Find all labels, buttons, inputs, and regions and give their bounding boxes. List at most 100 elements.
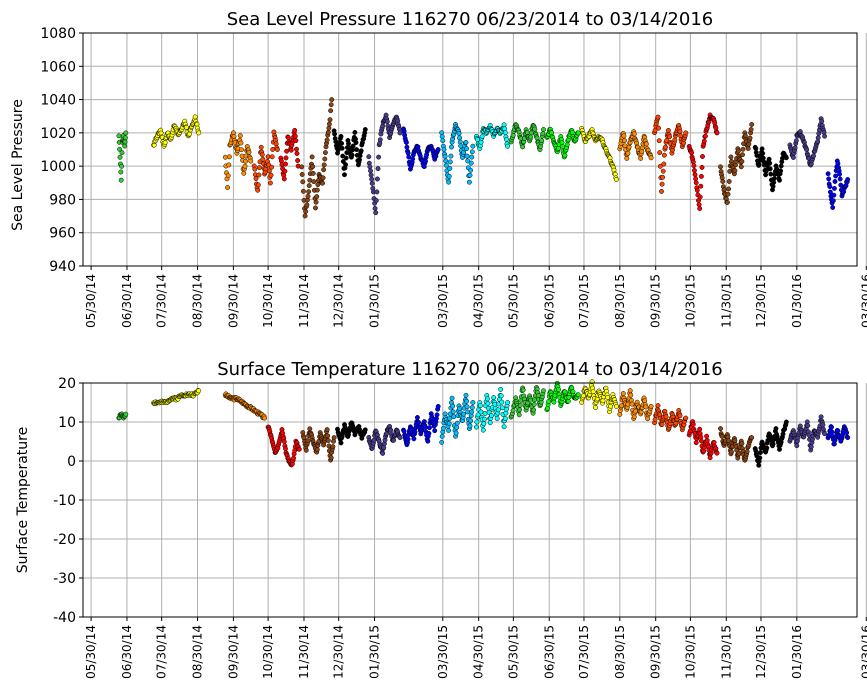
data-point bbox=[487, 420, 493, 426]
data-point bbox=[283, 446, 288, 452]
data-point bbox=[621, 133, 627, 139]
data-point bbox=[655, 114, 661, 120]
data-point bbox=[464, 146, 469, 152]
series bbox=[265, 424, 302, 468]
data-point bbox=[620, 391, 626, 396]
data-point bbox=[367, 164, 373, 170]
data-point bbox=[449, 395, 455, 401]
data-point bbox=[225, 173, 231, 179]
data-point bbox=[845, 435, 851, 441]
data-point bbox=[702, 133, 708, 139]
data-point bbox=[314, 194, 320, 200]
series bbox=[544, 380, 581, 413]
data-point bbox=[697, 426, 703, 432]
y-tick-label: 0 bbox=[67, 454, 76, 470]
data-point bbox=[310, 170, 316, 176]
data-point bbox=[265, 154, 271, 160]
data-point bbox=[303, 209, 309, 214]
data-point bbox=[314, 187, 320, 193]
data-point bbox=[499, 405, 505, 411]
x-tick-label: 03/30/16 bbox=[859, 625, 867, 679]
data-point bbox=[683, 415, 689, 421]
data-point bbox=[362, 127, 368, 132]
data-point bbox=[661, 152, 667, 158]
data-point bbox=[768, 171, 774, 177]
data-point bbox=[790, 155, 796, 160]
data-point bbox=[309, 154, 315, 160]
data-point bbox=[373, 198, 379, 203]
data-point bbox=[667, 134, 673, 140]
data-point bbox=[656, 138, 662, 144]
series bbox=[617, 129, 654, 161]
data-point bbox=[260, 156, 266, 162]
data-point bbox=[283, 161, 288, 167]
data-point bbox=[837, 171, 843, 177]
data-point bbox=[426, 430, 432, 436]
data-point bbox=[822, 133, 828, 139]
data-point bbox=[358, 148, 364, 154]
y-tick-label: -30 bbox=[53, 571, 76, 587]
data-point bbox=[281, 176, 287, 182]
data-point bbox=[123, 411, 129, 417]
data-point bbox=[745, 146, 751, 151]
data-point bbox=[727, 168, 733, 174]
data-point bbox=[346, 141, 351, 147]
data-point bbox=[282, 168, 288, 174]
series bbox=[299, 97, 335, 219]
x-tick-label: 07/30/15 bbox=[577, 625, 591, 679]
data-point bbox=[447, 159, 453, 165]
data-point bbox=[698, 183, 704, 189]
data-point bbox=[837, 176, 843, 182]
data-point bbox=[760, 150, 766, 156]
y-tick-label: -10 bbox=[53, 493, 76, 509]
series bbox=[439, 392, 476, 445]
data-point bbox=[330, 444, 336, 450]
series bbox=[366, 112, 403, 216]
data-point bbox=[773, 426, 779, 432]
data-point bbox=[498, 386, 504, 392]
data-point bbox=[192, 114, 198, 120]
data-point bbox=[770, 441, 776, 447]
data-point bbox=[304, 202, 310, 208]
data-point bbox=[532, 126, 538, 132]
data-point bbox=[484, 396, 490, 402]
data-point bbox=[328, 108, 334, 114]
data-point bbox=[268, 172, 274, 178]
data-point bbox=[617, 411, 623, 417]
x-tick-label: 09/30/14 bbox=[226, 274, 240, 328]
x-tick-label: 06/30/15 bbox=[542, 274, 556, 328]
series bbox=[579, 379, 619, 415]
series bbox=[652, 403, 689, 433]
data-point bbox=[528, 134, 534, 140]
data-point bbox=[362, 427, 368, 433]
data-point bbox=[845, 177, 851, 182]
data-point bbox=[481, 421, 487, 427]
data-point bbox=[448, 153, 454, 159]
data-point bbox=[353, 140, 359, 146]
y-tick-label: 1000 bbox=[40, 159, 76, 175]
data-point bbox=[122, 139, 128, 145]
data-points bbox=[116, 379, 851, 468]
data-point bbox=[300, 179, 306, 185]
data-point bbox=[729, 449, 734, 455]
data-point bbox=[833, 173, 839, 179]
y-tick-label: 1060 bbox=[40, 59, 76, 75]
x-tick-label: 01/30/15 bbox=[368, 625, 382, 679]
data-point bbox=[718, 426, 723, 432]
series bbox=[401, 126, 441, 172]
data-point bbox=[324, 137, 330, 143]
data-point bbox=[726, 186, 732, 192]
data-point bbox=[556, 145, 561, 151]
x-tick-label: 05/30/14 bbox=[84, 625, 98, 679]
data-point bbox=[252, 166, 258, 172]
data-point bbox=[122, 143, 128, 149]
data-point bbox=[698, 173, 704, 179]
data-point bbox=[826, 176, 832, 182]
data-point bbox=[464, 404, 470, 410]
data-point bbox=[827, 184, 833, 190]
series bbox=[116, 411, 129, 421]
data-point bbox=[657, 150, 663, 156]
data-point bbox=[292, 448, 298, 454]
data-point bbox=[624, 155, 630, 161]
